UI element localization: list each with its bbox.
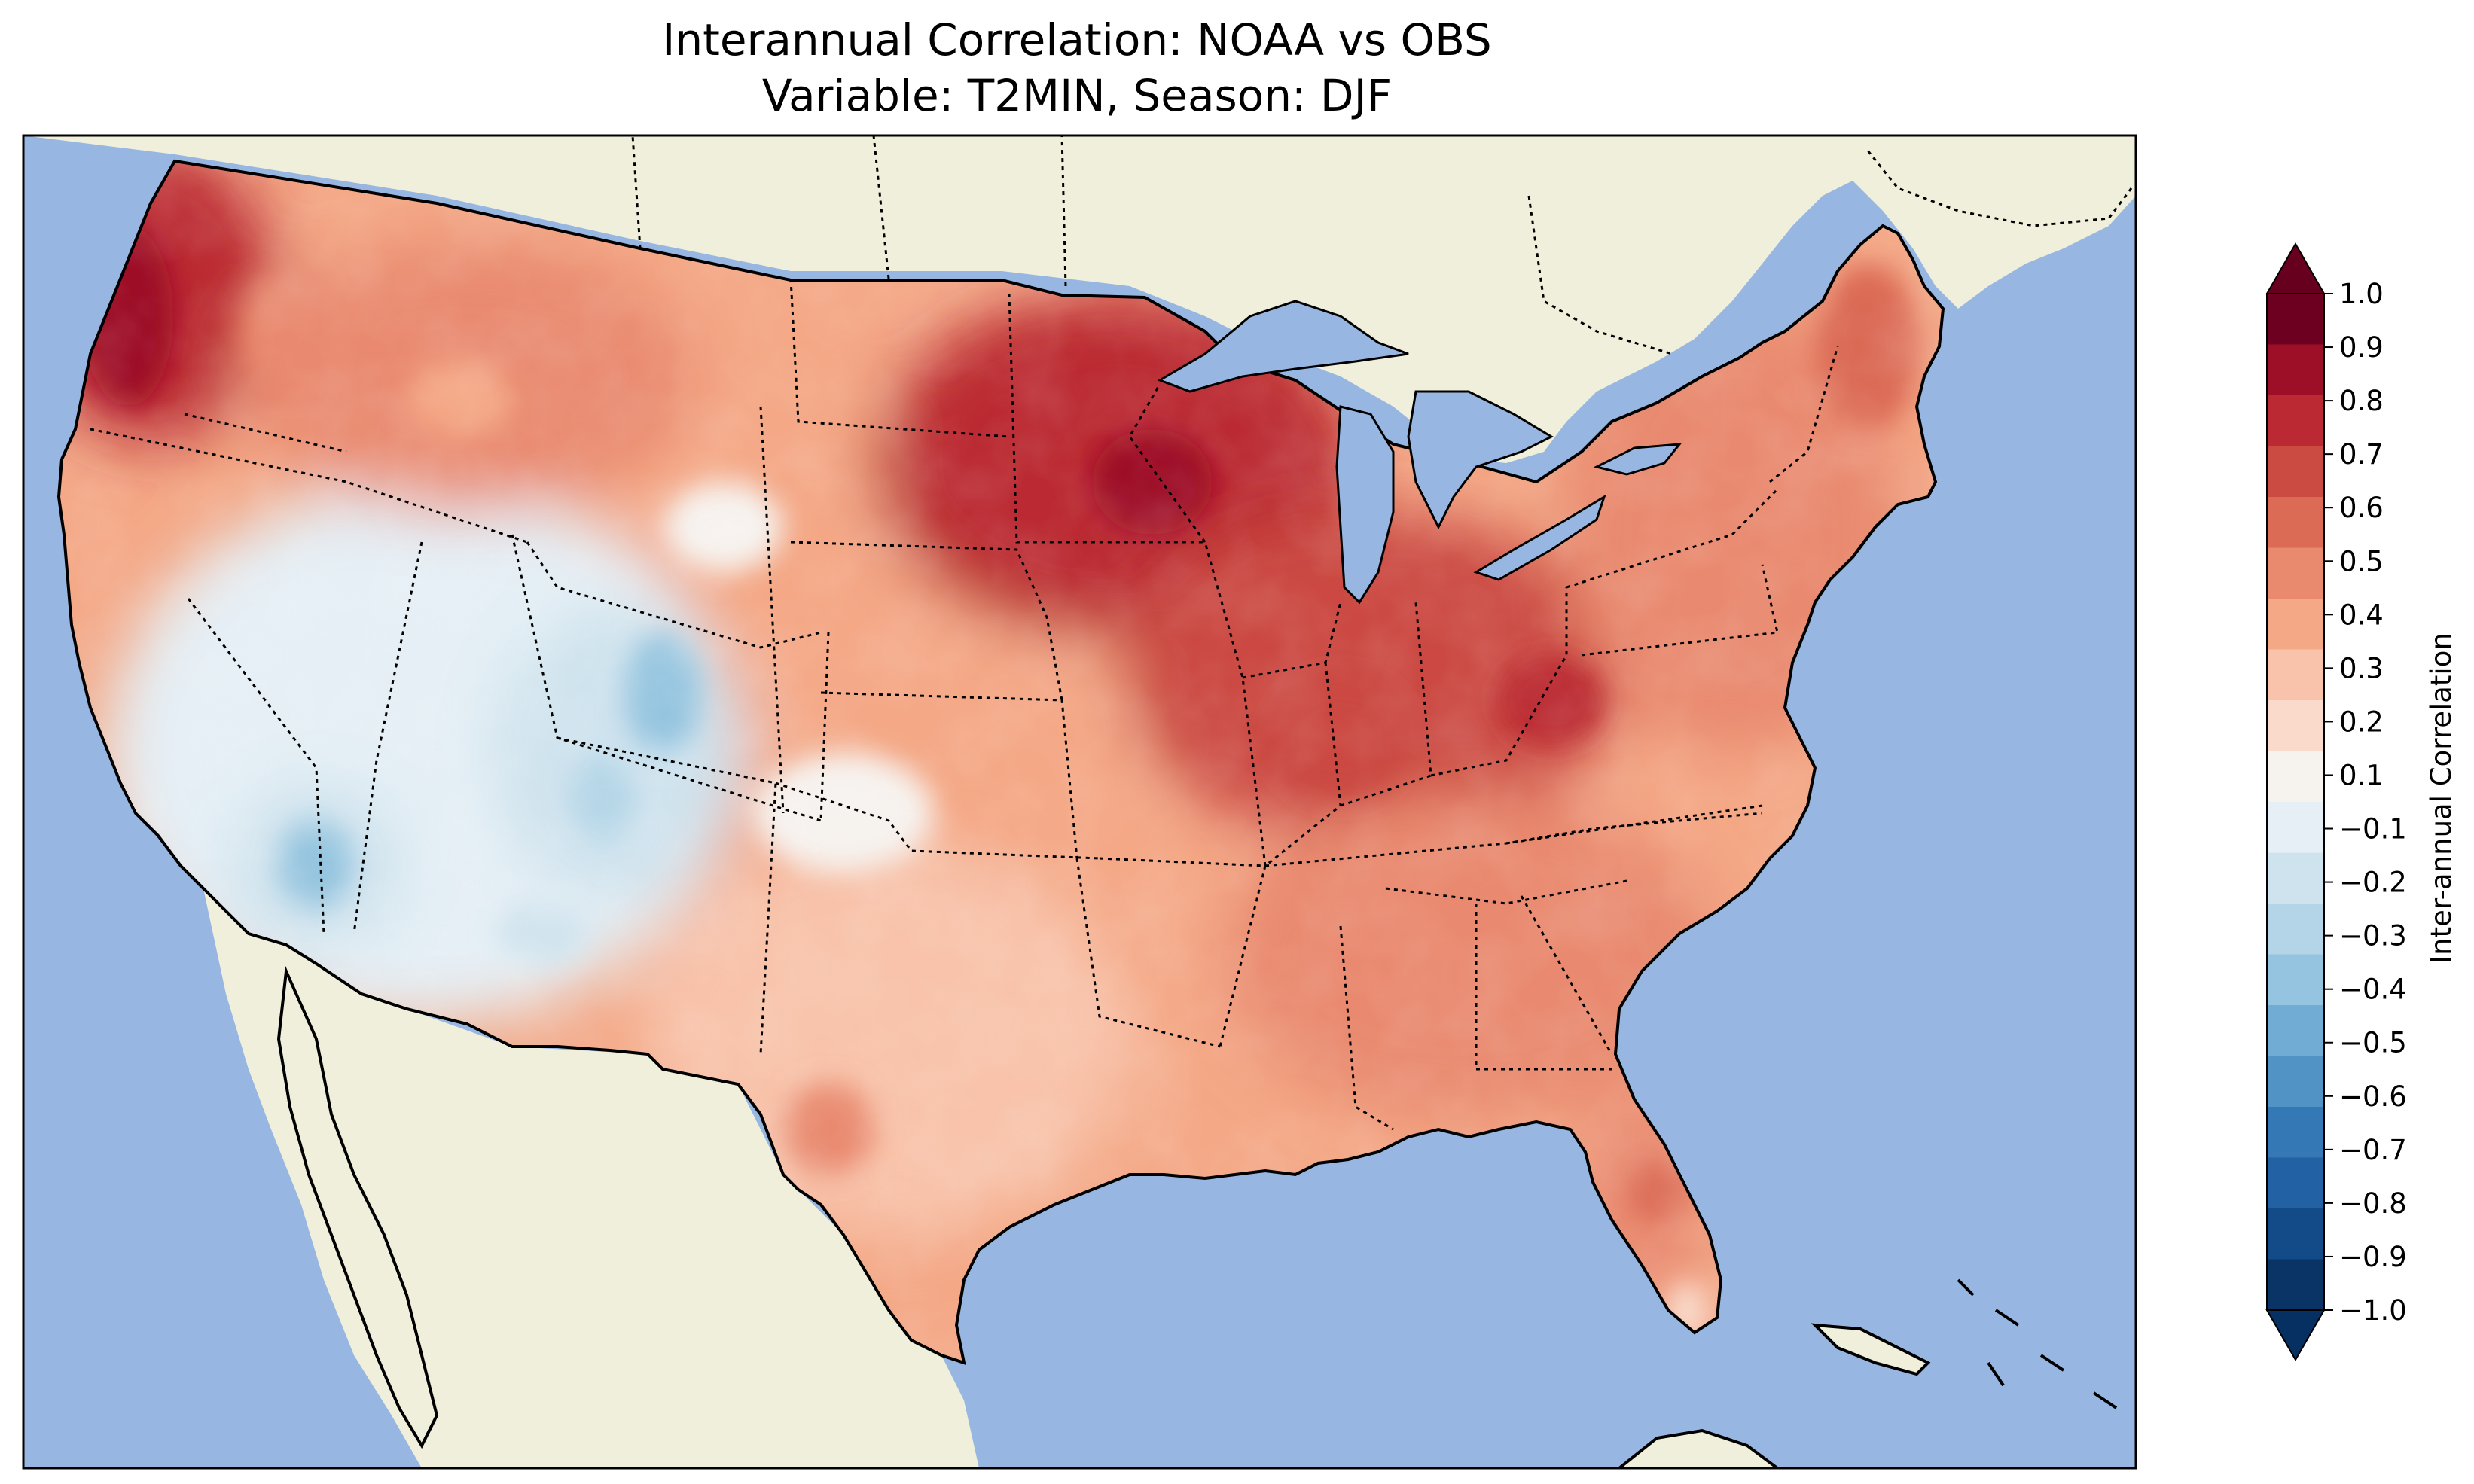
- colorbar-level: [2267, 802, 2324, 854]
- lake-erie: [1473, 494, 1606, 581]
- colorbar-level: [2267, 395, 2324, 447]
- colorbar-tick-label: 0.6: [2339, 492, 2384, 524]
- colorbar-level: [2267, 954, 2324, 1006]
- colorbar-level: [2267, 1208, 2324, 1260]
- colorbar-level: [2267, 904, 2324, 955]
- colorbar-level: [2267, 446, 2324, 498]
- chart-title: Interannual Correlation: NOAA vs OBS Var…: [0, 12, 2154, 123]
- colorbar-level: [2267, 1005, 2324, 1057]
- colorbar-tick-label: 0.9: [2339, 331, 2384, 364]
- colorbar-level: [2267, 852, 2324, 904]
- great-lakes: [1157, 300, 1682, 605]
- colorbar-over-arrow: [2265, 242, 2326, 294]
- cuba: [1811, 1323, 1931, 1376]
- colorbar-tick-label: −0.8: [2339, 1187, 2407, 1220]
- baja-peninsula: [276, 965, 439, 1449]
- colorbar-level: [2267, 1157, 2324, 1209]
- state-borders: [90, 136, 2133, 1131]
- colorbar-level: [2267, 1259, 2324, 1311]
- lake-ontario: [1593, 443, 1682, 476]
- colorbar-level: [2267, 599, 2324, 651]
- map-frame: [22, 134, 2137, 1470]
- colorbar-label: Inter-annual Correlation: [2425, 632, 2457, 964]
- colorbar-under-arrow: [2265, 1309, 2326, 1362]
- title-line-1: Interannual Correlation: NOAA vs OBS: [662, 14, 1492, 66]
- colorbar-tick-label: −1.0: [2339, 1294, 2407, 1327]
- colorbar-tick-label: 0.5: [2339, 545, 2384, 577]
- colorbar-tick-label: 0.4: [2339, 599, 2384, 631]
- lake-michigan: [1335, 405, 1395, 605]
- lake-superior: [1157, 300, 1409, 393]
- colorbar-tick-label: 0.8: [2339, 385, 2384, 417]
- colorbar-tick-label: −0.3: [2339, 920, 2407, 952]
- canada-land: [23, 136, 2136, 463]
- colorbar-tick-label: −0.6: [2339, 1080, 2407, 1113]
- colorbar-level: [2267, 649, 2324, 701]
- colorbar-tick-label: −0.7: [2339, 1134, 2407, 1166]
- title-line-2: Variable: T2MIN, Season: DJF: [761, 70, 1393, 121]
- colorbar-tick-label: −0.1: [2339, 813, 2407, 846]
- colorbar-level: [2267, 1056, 2324, 1108]
- colorbar-level: [2267, 1107, 2324, 1159]
- colorbar-level: [2267, 751, 2324, 803]
- colorbar-tick-label: −0.2: [2339, 867, 2407, 899]
- colorbar-tick-label: 0.7: [2339, 438, 2384, 471]
- colorbar-tick-label: −0.5: [2339, 1027, 2407, 1059]
- yucatan: [1616, 1428, 1780, 1468]
- colorbar-level: [2267, 700, 2324, 752]
- colorbar-tick-label: 0.3: [2339, 652, 2384, 684]
- colorbar-tick-label: 0.2: [2339, 705, 2384, 738]
- colorbar-level: [2267, 344, 2324, 396]
- colorbar-tick-label: −0.4: [2339, 974, 2407, 1006]
- colorbar-level: [2267, 547, 2324, 599]
- lake-huron: [1407, 390, 1554, 530]
- colorbar-level: [2267, 294, 2324, 346]
- colorbar-tick-label: 0.1: [2339, 759, 2384, 791]
- colorbar-tick-label: −0.9: [2339, 1241, 2407, 1273]
- colorbar-tick-label: 1.0: [2339, 278, 2384, 310]
- caribbean-islands: [1957, 1278, 2118, 1409]
- colorbar-level: [2267, 497, 2324, 549]
